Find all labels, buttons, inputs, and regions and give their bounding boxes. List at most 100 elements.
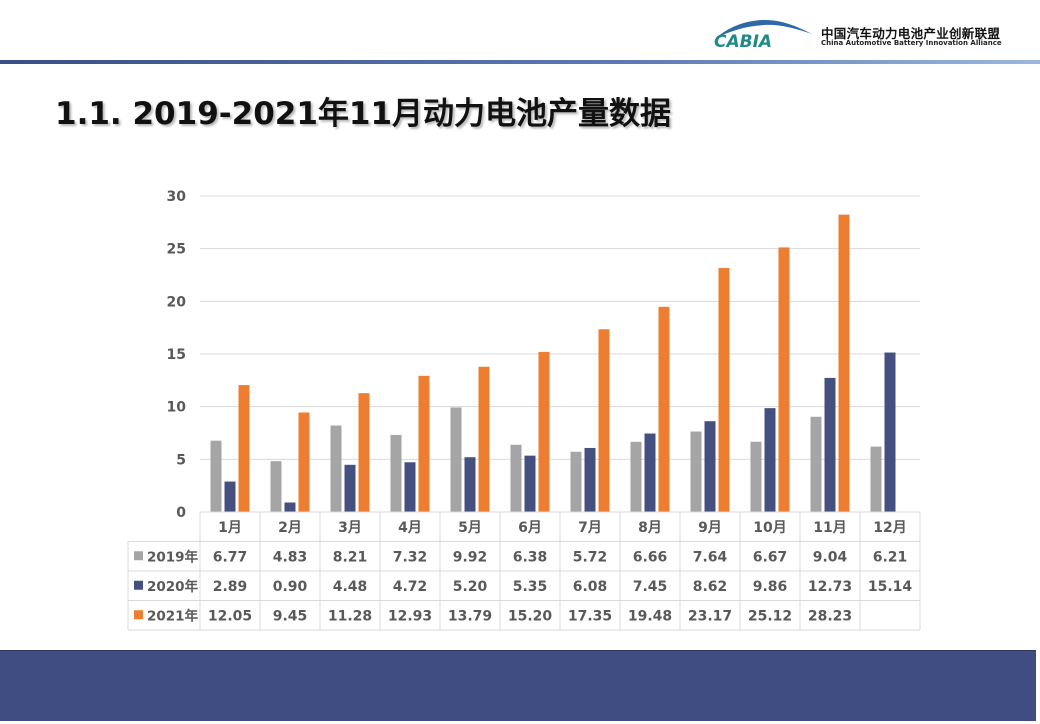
table-cell-value: 4.72 [393, 579, 428, 595]
x-category-label: 8月 [638, 520, 662, 536]
table-cell-value: 9.45 [273, 608, 308, 624]
table-cell-value: 7.64 [693, 549, 728, 565]
table-cell-value: 4.83 [273, 549, 308, 565]
bar-2020年-12月 [884, 352, 896, 512]
x-category-label: 4月 [398, 520, 422, 536]
table-cell-value: 8.62 [693, 579, 728, 595]
bar-2021年-7月 [598, 329, 610, 512]
legend-swatch-2019年 [134, 551, 143, 561]
table-cell-value: 6.08 [573, 579, 608, 595]
bar-2020年-10月 [764, 408, 776, 512]
bar-2019年-2月 [270, 461, 282, 512]
table-cell-value: 4.48 [333, 579, 368, 595]
org-name-cn: 中国汽车动力电池产业创新联盟 [821, 26, 1001, 41]
bars [210, 214, 896, 513]
x-category-label: 7月 [578, 520, 602, 536]
table-cell-value: 0.90 [273, 579, 308, 595]
table-cell-value: 6.21 [873, 549, 908, 565]
x-category-label: 3月 [338, 520, 362, 536]
table-cell-value: 23.17 [688, 608, 732, 624]
table-cell-value: 12.93 [388, 608, 432, 624]
table-cell-value: 19.48 [628, 608, 672, 624]
bar-2021年-8月 [658, 306, 670, 512]
bar-2019年-3月 [330, 425, 342, 512]
table-cell-value: 6.77 [213, 549, 248, 565]
bar-2021年-9月 [718, 267, 730, 512]
y-tick-label: 0 [176, 505, 186, 521]
table-cell-value: 12.73 [808, 579, 852, 595]
footer-band [0, 650, 1036, 721]
bar-2021年-10月 [778, 247, 790, 513]
bar-2020年-7月 [584, 447, 596, 512]
bar-2020年-9月 [704, 421, 716, 512]
bar-2021年-1月 [238, 385, 250, 512]
bar-2019年-10月 [750, 441, 762, 512]
table-cell-value: 17.35 [568, 608, 612, 624]
x-category-label: 2月 [278, 520, 302, 536]
header-divider [0, 60, 1040, 64]
bar-2020年-4月 [404, 462, 416, 512]
bar-2020年-8月 [644, 433, 656, 512]
bar-2019年-9月 [690, 431, 702, 512]
bar-2020年-1月 [224, 481, 236, 512]
bar-2020年-2月 [284, 502, 296, 512]
bar-2021年-5月 [478, 366, 490, 512]
header: CABIA 中国汽车动力电池产业创新联盟 China Automotive Ba… [0, 0, 1040, 62]
x-category-label: 10月 [753, 520, 786, 536]
bar-2019年-7月 [570, 451, 582, 512]
legend-label: 2019年 [147, 548, 199, 565]
bar-2019年-11月 [810, 416, 822, 512]
table-cell-value: 9.04 [813, 549, 848, 565]
y-axis-ticks: 0 5 10 15 20 25 30 [167, 189, 187, 521]
legend-label: 2020年 [147, 578, 199, 595]
bar-2019年-12月 [870, 446, 882, 512]
bar-2019年-4月 [390, 434, 402, 512]
cabia-logo-icon: CABIA [714, 19, 812, 50]
table-cell-value: 7.32 [393, 549, 428, 565]
table-cell-value: 2.89 [213, 579, 248, 595]
bar-2020年-5月 [464, 457, 476, 512]
x-category-label: 12月 [873, 520, 906, 536]
bar-2020年-11月 [824, 377, 836, 512]
y-tick-label: 15 [167, 347, 186, 363]
bar-2020年-3月 [344, 464, 356, 512]
table-cell-value: 11.28 [328, 608, 372, 624]
bar-2019年-8月 [630, 441, 642, 512]
table-cell-value: 15.20 [508, 608, 553, 624]
x-category-label: 5月 [458, 520, 482, 536]
table-cell-value: 13.79 [448, 608, 492, 624]
bar-2021年-6月 [538, 351, 550, 512]
logo-text: CABIA [714, 32, 772, 50]
legend-label: 2021年 [147, 607, 199, 624]
legend-swatch-2021年 [134, 610, 143, 620]
bar-2019年-5月 [450, 407, 462, 512]
x-category-label: 9月 [698, 520, 722, 536]
table-cell-value: 12.05 [208, 608, 252, 624]
table-cell-value: 6.66 [633, 549, 668, 565]
table-cell-value: 25.12 [748, 608, 792, 624]
y-tick-label: 10 [167, 400, 187, 416]
bar-2021年-2月 [298, 412, 310, 512]
page-title: 1.1. 2019-2021年11月动力电池产量数据 [55, 96, 672, 132]
bar-2021年-3月 [358, 393, 370, 512]
bar-2021年-4月 [418, 375, 430, 512]
table-cell-value: 9.92 [453, 549, 488, 565]
table-cell-value: 9.86 [753, 579, 788, 595]
x-category-label: 1月 [218, 520, 242, 536]
bar-2019年-6月 [510, 444, 522, 512]
data-table: 1月 2月 3月 4月 5月 6月 7月 8月 9月 10月 11月 12月 2019年 6.77 4.83… [127, 511, 921, 631]
y-tick-label: 30 [167, 189, 187, 205]
gridlines [200, 195, 920, 460]
x-category-label: 11月 [813, 520, 846, 536]
y-tick-label: 25 [167, 242, 186, 258]
table-cell-value: 5.20 [453, 579, 488, 595]
table-cell-value: 8.21 [333, 549, 368, 565]
y-tick-label: 20 [167, 294, 187, 310]
table-cell-value: 7.45 [633, 579, 668, 595]
table-cell-value: 28.23 [808, 608, 852, 624]
table-cell-value: 6.67 [753, 549, 788, 565]
table-cell-value: 5.72 [573, 549, 608, 565]
bar-2019年-1月 [210, 440, 222, 512]
